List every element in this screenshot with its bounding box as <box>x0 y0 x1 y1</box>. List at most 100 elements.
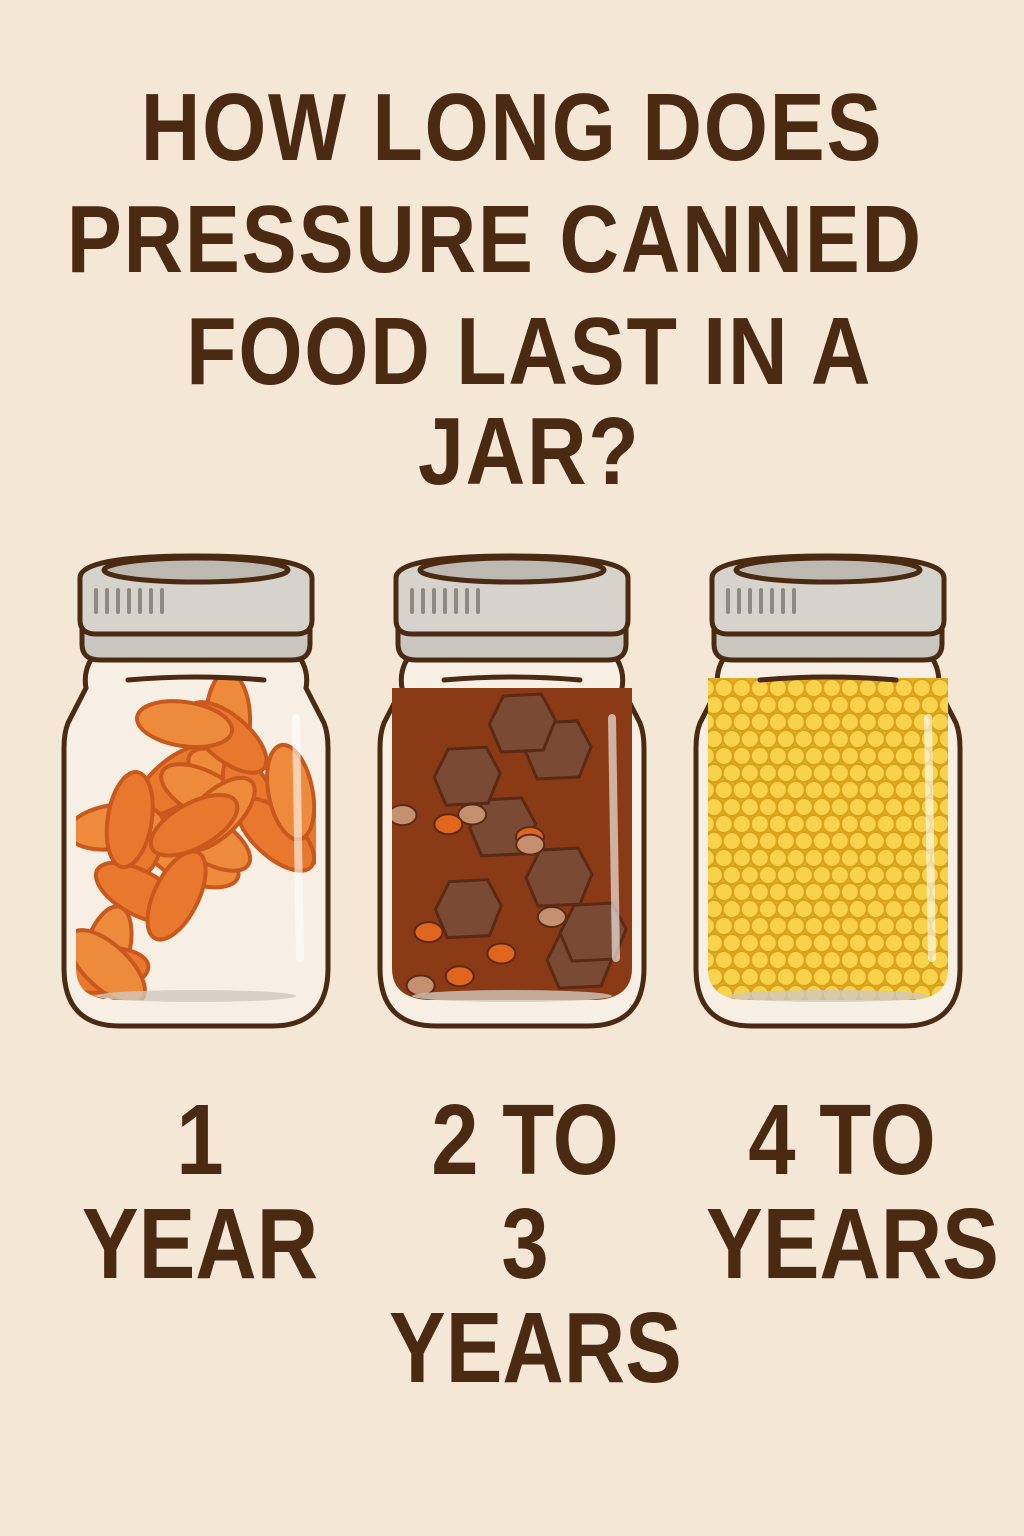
corn-kernel <box>929 746 948 766</box>
meat-chunk <box>487 692 558 754</box>
corn-kernel <box>785 712 806 732</box>
corn-kernel <box>739 967 760 987</box>
corn-kernel <box>793 967 814 987</box>
corn-kernel <box>875 780 896 800</box>
corn-kernel <box>893 712 914 732</box>
corn-kernel <box>883 831 904 851</box>
corn-kernel <box>775 831 796 851</box>
corn-kernel <box>767 712 788 732</box>
corn-kernel <box>937 865 948 885</box>
corn-kernel <box>757 865 778 885</box>
carrots-jar-illustration <box>61 553 331 1029</box>
corn-kernel <box>793 797 814 817</box>
corn-kernel <box>865 695 886 715</box>
corn-kernel <box>793 695 814 715</box>
corn-kernel <box>803 882 824 902</box>
corn-kernel <box>803 950 824 970</box>
corn-kernel <box>919 967 940 987</box>
corn-kernel <box>847 899 868 919</box>
corn-kernel <box>821 882 842 902</box>
corn-kernel <box>775 763 796 783</box>
corn-kernel <box>767 746 788 766</box>
corn-kernel <box>785 814 806 834</box>
corn-kernel <box>793 899 814 919</box>
corn-kernel <box>857 848 878 868</box>
corn-kernel <box>857 780 878 800</box>
corn-kernel <box>803 746 824 766</box>
corn-kernel <box>713 950 734 970</box>
vegetable-piece <box>486 942 517 965</box>
corn-kernel <box>785 916 806 936</box>
carrot-piece <box>148 793 240 858</box>
corn-kernel <box>865 831 886 851</box>
corn-kernel <box>883 933 904 953</box>
corn-kernel <box>721 729 742 749</box>
corn-kernel <box>757 695 778 715</box>
shelf-life-label-stew: 2 TO 3 YEARS <box>389 1088 682 1400</box>
vegetable-piece <box>536 906 567 929</box>
corn-kernel <box>803 678 824 698</box>
corn-kernel <box>839 882 860 902</box>
corn-kernel <box>847 865 868 885</box>
corn-kernel <box>739 763 760 783</box>
corn-kernel <box>775 865 796 885</box>
corn-kernel <box>901 763 922 783</box>
meat-chunk <box>432 745 502 807</box>
jar-bottom-shadow <box>96 990 296 1002</box>
corn-kernel <box>731 780 752 800</box>
corn-kernel <box>847 695 868 715</box>
corn-kernel <box>757 797 778 817</box>
corn-kernel <box>721 797 742 817</box>
corn-kernel <box>883 695 904 715</box>
corn-kernel <box>731 950 752 970</box>
corn-kernel <box>883 967 904 987</box>
corn-kernel <box>785 678 806 698</box>
corn-kernel <box>713 746 734 766</box>
corn-kernel <box>937 797 948 817</box>
meat-chunk <box>433 878 504 940</box>
corn-kernel <box>713 712 734 732</box>
corn-kernel <box>775 729 796 749</box>
corn-kernel <box>721 933 742 953</box>
corn-kernel <box>821 780 842 800</box>
stew-contents <box>392 688 632 1000</box>
corn-kernel <box>757 763 778 783</box>
corn-jar-illustration <box>693 553 963 1029</box>
corn-kernel <box>739 865 760 885</box>
glass-highlight <box>608 714 620 962</box>
corn-kernel <box>739 797 760 817</box>
corn-kernel <box>937 831 948 851</box>
corn-kernel <box>839 848 860 868</box>
corn-kernel <box>893 848 914 868</box>
corn-kernel <box>857 882 878 902</box>
corn-kernel <box>713 848 734 868</box>
corn-kernel <box>875 848 896 868</box>
corn-kernel <box>901 933 922 953</box>
lid-top-ring <box>733 555 923 585</box>
corn-kernel <box>829 695 850 715</box>
jar-bottom-shadow <box>728 990 928 1002</box>
corn-kernel <box>937 899 948 919</box>
corn-kernel <box>829 797 850 817</box>
corn-kernel <box>803 848 824 868</box>
corn-kernel <box>857 814 878 834</box>
corn-kernel <box>749 882 770 902</box>
corn-kernel <box>821 712 842 732</box>
label-line-2: YEAR <box>81 1188 319 1300</box>
corn-kernel <box>775 797 796 817</box>
corn-kernel <box>875 814 896 834</box>
corn-kernel <box>847 933 868 953</box>
corn-kernel <box>929 712 948 732</box>
corn-kernel <box>767 882 788 902</box>
corn-kernel <box>803 712 824 732</box>
corn-kernel <box>713 916 734 936</box>
corn-kernel <box>839 678 860 698</box>
corn-kernel <box>893 746 914 766</box>
corn-kernel <box>811 763 832 783</box>
corn-kernel <box>785 780 806 800</box>
lid-top-ring <box>417 555 607 585</box>
vegetable-piece <box>413 921 444 944</box>
glass-highlight <box>924 714 936 962</box>
corn-kernel <box>767 848 788 868</box>
glass-highlight <box>292 714 304 962</box>
